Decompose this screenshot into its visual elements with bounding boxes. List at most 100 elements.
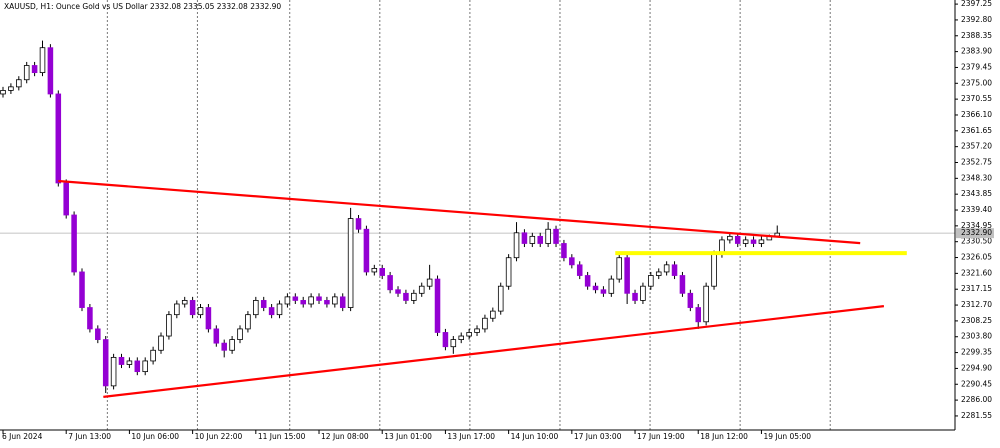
candle-body <box>47 47 54 95</box>
candle-body <box>355 218 362 230</box>
y-tick-label: 2366.10 <box>961 110 992 119</box>
y-tick-label: 2370.55 <box>961 94 992 103</box>
candle-body <box>750 239 757 244</box>
candle-body <box>292 296 299 301</box>
candle-body <box>339 296 346 308</box>
candle-body <box>695 307 702 323</box>
candle-body <box>300 300 306 305</box>
y-tick-label: 2308.25 <box>961 316 992 325</box>
candle-body <box>569 257 575 266</box>
y-tick-label: 2312.70 <box>961 300 992 309</box>
y-tick-label: 2290.45 <box>961 379 992 388</box>
candle-body <box>16 79 22 88</box>
x-tick-label: 11 Jun 15:00 <box>258 432 306 441</box>
candle-body <box>379 267 385 276</box>
candle-body <box>648 275 654 287</box>
y-tick-label: 2317.15 <box>961 284 992 293</box>
candle-body <box>490 310 496 319</box>
candle-body <box>426 278 433 287</box>
y-tick-label: 2352.75 <box>961 157 992 166</box>
candle-body <box>608 278 615 294</box>
candle-body <box>553 228 559 244</box>
candle-body <box>332 296 338 305</box>
grid-layer <box>0 0 955 430</box>
x-tick-label: 7 Jun 13:00 <box>68 432 111 441</box>
candle-body <box>308 296 314 305</box>
candle-body <box>110 356 117 387</box>
candle-body <box>237 328 243 340</box>
candle-body <box>142 360 148 373</box>
y-tick-label: 2286.00 <box>961 395 992 404</box>
candle-body <box>497 285 504 312</box>
candle-body <box>561 243 567 259</box>
candle-body <box>742 239 749 244</box>
candle-body <box>703 285 709 323</box>
candle-body <box>63 182 69 216</box>
x-tick-label: 6 Jun 2024 <box>2 432 43 441</box>
x-tick-label: 19 Jun 05:00 <box>763 432 811 441</box>
y-tick-label: 2388.35 <box>961 31 992 40</box>
candle-body <box>197 307 204 316</box>
trend-line <box>58 179 861 245</box>
candle-body <box>166 314 172 337</box>
candle-body <box>55 93 62 184</box>
y-tick-label: 2330.50 <box>961 237 992 246</box>
candle-body <box>458 335 464 340</box>
candle-body <box>284 296 291 305</box>
candle-body <box>592 285 599 291</box>
candle-body <box>276 303 283 316</box>
trend-line <box>103 305 885 398</box>
candle-body <box>450 339 457 348</box>
candle-body <box>95 328 101 340</box>
y-tick-label: 2397.25 <box>961 0 992 8</box>
x-tick-label: 17 Jun 03:00 <box>574 432 622 441</box>
y-tick-label: 2294.90 <box>961 363 992 372</box>
candle-body <box>671 264 678 276</box>
candle-body <box>411 292 417 301</box>
candle-body <box>0 90 6 95</box>
candle-body <box>576 264 583 276</box>
candle-body <box>600 289 607 294</box>
candle-body <box>363 228 370 273</box>
candle-body <box>150 349 156 362</box>
x-tick-label: 13 Jun 01:00 <box>384 432 432 441</box>
y-tick-label: 2339.40 <box>961 205 992 214</box>
candle-body <box>482 317 488 330</box>
y-tick-label: 2321.60 <box>961 268 992 277</box>
candle-body <box>221 342 227 351</box>
candle-body <box>505 257 512 287</box>
y-tick-label: 2375.00 <box>961 78 992 87</box>
y-tick-label: 2383.90 <box>961 47 992 56</box>
candle-body <box>474 328 480 333</box>
y-tick-label: 2299.35 <box>961 348 992 357</box>
candle-body <box>158 335 164 351</box>
candle-body <box>347 218 354 308</box>
candle-body <box>205 307 212 330</box>
y-tick-label: 2357.20 <box>961 142 992 151</box>
candle-body <box>8 86 14 91</box>
candle-body <box>39 47 46 74</box>
candle-body <box>616 257 623 280</box>
candle-body <box>126 360 133 365</box>
candle-body <box>102 339 109 387</box>
candle-body <box>663 264 670 273</box>
y-tick-label: 2303.80 <box>961 332 992 341</box>
candle-body <box>253 300 259 316</box>
y-tick-label: 2334.95 <box>961 221 992 230</box>
x-tick-label: 10 Jun 06:00 <box>131 432 179 441</box>
candle-body <box>31 65 38 74</box>
current-price-box <box>956 228 994 239</box>
y-tick-label: 2326.05 <box>961 253 992 262</box>
candle-body <box>655 271 662 276</box>
marks-layer <box>0 40 781 393</box>
candle-body <box>189 300 196 316</box>
candle-body <box>545 228 551 244</box>
y-tick-label: 2361.65 <box>961 126 992 135</box>
candle-body <box>418 285 425 294</box>
candle-body <box>624 257 630 294</box>
candle-body <box>395 289 401 294</box>
y-tick-label: 2379.45 <box>961 62 992 71</box>
